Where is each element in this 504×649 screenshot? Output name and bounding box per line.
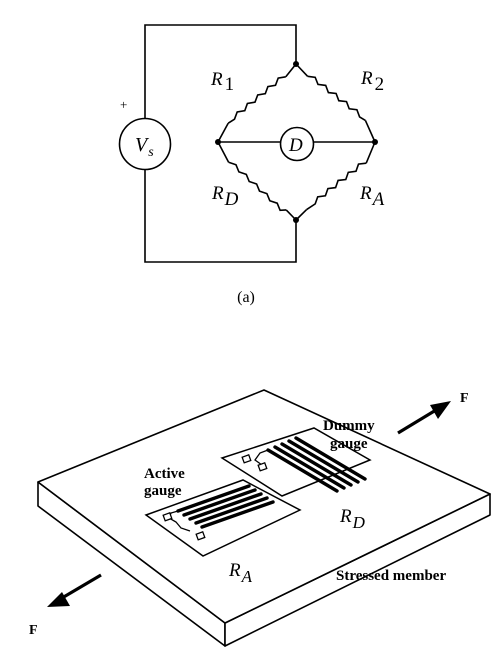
- stressed-member-label: Stressed member: [336, 568, 446, 584]
- label-rd: RD: [211, 183, 239, 210]
- node-right: [372, 139, 378, 145]
- wire-bottom: [144, 170, 297, 263]
- force-label-top: F: [460, 391, 469, 406]
- dummy-gauge-pad: [220, 427, 372, 497]
- source-plus-sign: +: [120, 97, 127, 112]
- wire-top: [144, 24, 297, 118]
- force-label-bottom: F: [29, 623, 38, 638]
- node-left: [215, 139, 221, 145]
- active-gauge-label-line2: gauge: [144, 483, 182, 499]
- label-ra-gauge: RA: [228, 560, 253, 586]
- node-bottom: [293, 217, 299, 223]
- bridge-circuit: [118, 24, 376, 263]
- resistor-ra: [295, 141, 376, 221]
- dummy-gauge-leads: [241, 449, 269, 472]
- bridge-nodes: [215, 61, 378, 223]
- dummy-gauge-label-line2: gauge: [330, 436, 368, 452]
- source-label: Vs: [135, 134, 154, 160]
- force-arrow-bottom: [47, 573, 102, 607]
- detector-circle: [279, 126, 315, 162]
- node-top: [293, 61, 299, 67]
- source-circle: [118, 117, 172, 171]
- active-gauge-grid: [176, 484, 275, 529]
- dummy-gauge-label-line1: Dummy: [323, 418, 375, 434]
- force-arrow-top: [397, 401, 451, 435]
- active-gauge-leads: [162, 510, 206, 541]
- label-rd-gauge: RD: [339, 506, 366, 532]
- label-ra: RA: [359, 183, 385, 210]
- active-gauge-label-line1: Active: [144, 466, 185, 482]
- caption-a: (a): [237, 289, 255, 306]
- detector-label: D: [288, 135, 303, 156]
- dummy-gauge-grid: [266, 436, 367, 493]
